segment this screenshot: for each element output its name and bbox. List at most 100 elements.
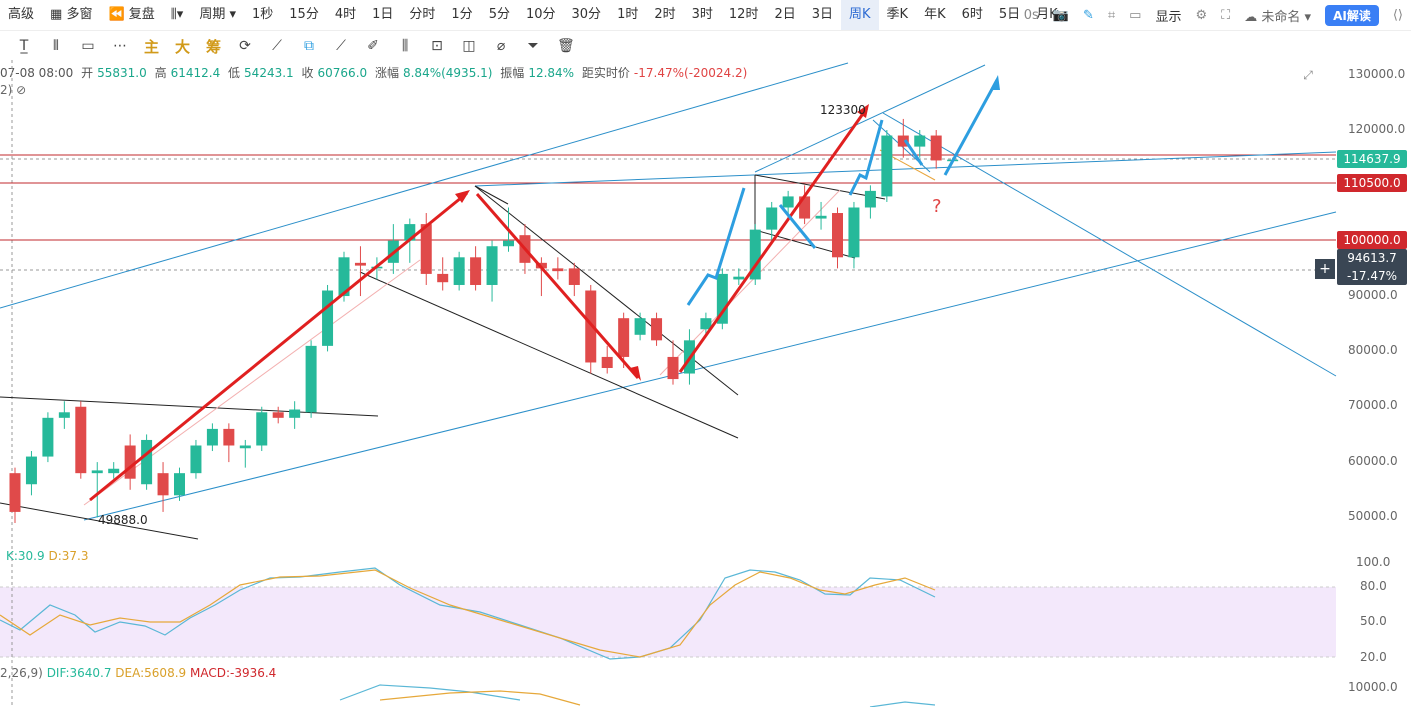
- candle-up: [486, 246, 498, 285]
- channel-upper-2: [754, 64, 986, 173]
- candle-up: [634, 318, 646, 335]
- candle-up: [864, 190, 876, 208]
- menu-multi-window[interactable]: ▦ 多窗: [50, 7, 93, 22]
- bars-tool-icon[interactable]: ⫴: [53, 38, 59, 54]
- drawing-toolbar: T̲ ⫴ ▭ ⋯ 主 大 筹 ⟳ ⟋ ⧉ ⟋ ✐ ⫼ ⊡ ◫ ⌀ ⏷ 🗑: [0, 32, 656, 60]
- main-force-button[interactable]: 主: [144, 37, 160, 56]
- measure-tool-icon[interactable]: ⟋: [336, 38, 346, 54]
- period-30m[interactable]: 30分: [571, 7, 602, 22]
- expand-icon[interactable]: ⤢: [1303, 68, 1313, 82]
- wedge-upper: [474, 185, 739, 396]
- kdj-k-line: [0, 567, 936, 660]
- settings-icon[interactable]: ⚙: [1195, 7, 1208, 23]
- period-5m[interactable]: 5分: [488, 7, 510, 22]
- period-4h[interactable]: 4时: [334, 7, 357, 22]
- period-1s[interactable]: 1秒: [252, 7, 274, 22]
- menu-replay[interactable]: ⏪ 复盘: [108, 7, 155, 22]
- channel-upper: [0, 62, 849, 309]
- copy-tool-icon[interactable]: ⧉: [304, 38, 315, 54]
- cloud-layout[interactable]: ☁ 未命名 ▾: [1244, 9, 1312, 25]
- period-5d[interactable]: 5日: [998, 7, 1021, 22]
- add-alert-button[interactable]: +: [1315, 259, 1335, 279]
- ruler-tool-icon[interactable]: ⟋: [272, 38, 282, 54]
- blue-arrow-2: [778, 204, 817, 249]
- filter-tool-icon[interactable]: ⏷: [527, 38, 539, 54]
- candle-down: [618, 318, 630, 357]
- candle-up: [42, 417, 54, 457]
- macd-header: 2,26,9) DIF:3640.7 DEA:5608.9 MACD:-3936…: [0, 666, 277, 680]
- candle-down: [552, 268, 564, 272]
- candle-down: [223, 428, 235, 446]
- ohlc-close: 60766.0: [317, 66, 368, 80]
- candle-up: [733, 276, 745, 280]
- period-15m[interactable]: 15分: [289, 7, 319, 22]
- candle-up: [206, 428, 218, 446]
- axis-80000: 80000.0: [1348, 343, 1398, 357]
- text-tool-icon[interactable]: T̲: [19, 38, 29, 54]
- rect-tool-icon[interactable]: ▭: [81, 38, 95, 54]
- candle-down: [437, 273, 449, 283]
- axis-70000: 70000.0: [1348, 398, 1398, 412]
- top-box-line: [872, 119, 931, 173]
- menu-advanced[interactable]: 高级: [8, 7, 35, 22]
- downtrend-line: [882, 112, 1337, 377]
- chip-button[interactable]: 筹: [206, 37, 222, 56]
- ohlc-distance: -17.47%(-20024.2): [633, 66, 748, 80]
- candle-up: [700, 318, 712, 330]
- candles-tool-icon[interactable]: ⫼: [401, 38, 409, 54]
- timer-label: 0s: [1023, 7, 1039, 23]
- pen-icon[interactable]: ✎: [1082, 7, 1094, 23]
- period-1d[interactable]: 1日: [372, 7, 394, 22]
- candle-down: [157, 473, 169, 496]
- period-10m[interactable]: 10分: [525, 7, 556, 22]
- ai-interpret-button[interactable]: AI解读: [1325, 4, 1379, 26]
- more-tool-icon[interactable]: ⋯: [113, 38, 127, 54]
- period-quarter[interactable]: 季K: [886, 7, 909, 22]
- trash-icon[interactable]: 🗑: [557, 38, 575, 54]
- candle-up: [174, 473, 185, 496]
- lock-tool-icon[interactable]: ⊡: [431, 38, 443, 54]
- candle-type-icon[interactable]: ⫼▾: [170, 7, 184, 22]
- candle-down: [75, 406, 87, 474]
- red-arrow-3-head: [857, 104, 869, 118]
- period-6h[interactable]: 6时: [961, 7, 983, 22]
- crop-icon[interactable]: ⌗: [1107, 7, 1116, 23]
- eye-tool-icon[interactable]: ◫: [462, 38, 476, 54]
- magnet-tool-icon[interactable]: ⌀: [496, 38, 506, 54]
- cursor-price-tag: 94613.7 -17.47%: [1337, 249, 1407, 285]
- blue-arrow-4: [903, 139, 924, 166]
- share-icon[interactable]: ⟨⟩: [1392, 7, 1403, 23]
- axis-130000: 130000.0: [1348, 67, 1406, 81]
- big-order-button[interactable]: 大: [175, 37, 191, 56]
- candle-down: [832, 213, 843, 258]
- show-menu[interactable]: 显示: [1155, 9, 1182, 25]
- eye-off-icon: ⊘: [16, 83, 27, 97]
- period-2h[interactable]: 2时: [654, 7, 676, 22]
- candle-down: [601, 356, 613, 369]
- period-2d[interactable]: 2日: [774, 7, 796, 22]
- candle-down: [799, 196, 811, 219]
- channel-mid: [474, 151, 1337, 187]
- layout-icon[interactable]: ▭: [1129, 7, 1142, 23]
- period-year[interactable]: 年K: [924, 7, 946, 22]
- period-12h[interactable]: 12时: [728, 7, 759, 22]
- blue-arrow-5: [943, 79, 999, 176]
- period-month[interactable]: 月K: [1036, 7, 1058, 22]
- camera-icon[interactable]: 📷: [1052, 7, 1069, 23]
- ohlc-date: 07-08 08:00: [0, 66, 74, 80]
- fullscreen-icon[interactable]: ⛶: [1221, 7, 1231, 23]
- period-week[interactable]: 周K: [841, 0, 879, 30]
- ohlc-change: 8.84%(4935.1): [402, 66, 493, 80]
- refresh-tool-icon[interactable]: ⟳: [239, 38, 251, 54]
- period-1h[interactable]: 1时: [617, 7, 639, 22]
- brush-tool-icon[interactable]: ✐: [367, 38, 379, 54]
- period-1m[interactable]: 1分: [451, 7, 473, 22]
- period-timeshare[interactable]: 分时: [409, 7, 436, 22]
- support-low: [0, 502, 199, 540]
- candle-down: [470, 257, 482, 285]
- period-3h[interactable]: 3时: [691, 7, 713, 22]
- period-3d[interactable]: 3日: [811, 7, 834, 22]
- axis-90000: 90000.0: [1348, 288, 1398, 302]
- period-dropdown[interactable]: 周期 ▾: [199, 7, 236, 22]
